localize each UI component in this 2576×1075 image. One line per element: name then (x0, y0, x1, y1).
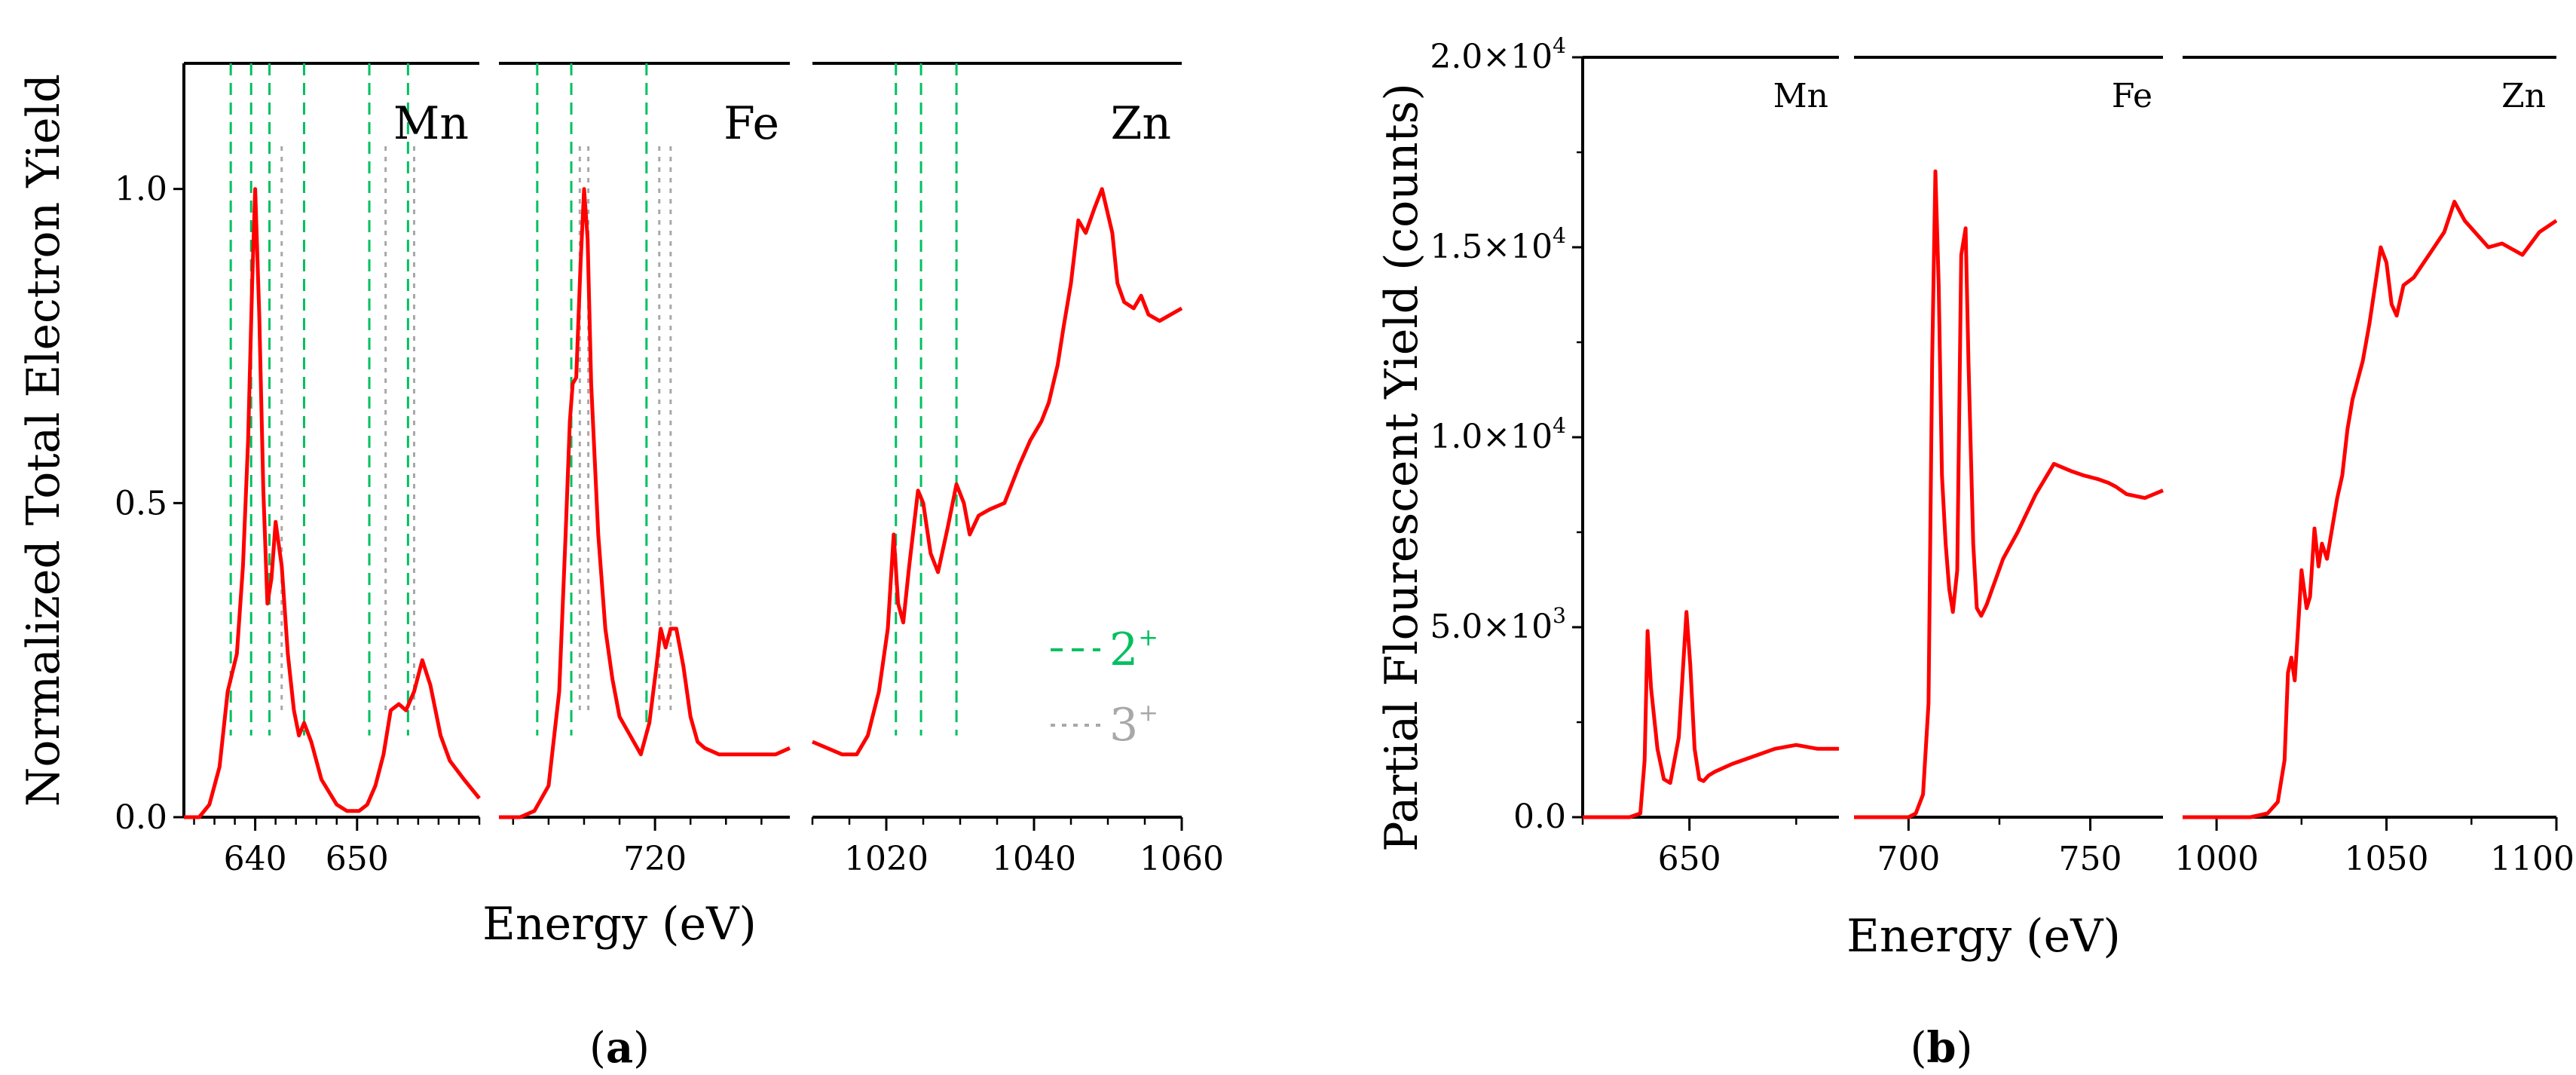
subplot-title: Fe (724, 97, 779, 150)
subplot-title: Zn (2501, 77, 2546, 115)
subplot-title: Mn (393, 97, 469, 150)
panel-a: 0.0 0.5 1.0 Normalized Total Electron Yield… (17, 62, 1224, 951)
series-line-zn (812, 187, 1183, 757)
y-tick-label: 1.0×104 (1430, 413, 1566, 456)
subplot-title: Fe (2112, 77, 2152, 115)
legend-sup: + (1138, 623, 1158, 651)
series-line-mn (1583, 610, 1839, 819)
y-tick-label: 0.0 (1513, 798, 1566, 836)
y-tick-label: 5.0×103 (1430, 603, 1566, 646)
y-tick-label: 0.0 (115, 798, 167, 837)
x-tick-label: 650 (326, 840, 389, 878)
y-tick-label: 2.0×104 (1430, 33, 1566, 76)
x-tick-label: 640 (224, 840, 287, 878)
x-tick-label: 1050 (2345, 840, 2429, 878)
x-axis-title: Energy (eV) (1846, 910, 2121, 963)
subplot-zn: 1000 1050 1100 Zn (2174, 56, 2574, 878)
subplot-mn: 640 650 Mn (184, 62, 481, 878)
legend-sup: + (1138, 698, 1158, 727)
subplot-zn: 1020 1040 1060 Zn (811, 62, 1224, 878)
y-axis-title: Partial Flourescent Yield (counts) (1375, 83, 1428, 852)
subplot-title: Mn (1773, 77, 1828, 115)
x-tick-label: 650 (1658, 840, 1721, 878)
subplot-fe: 700 750 Fe (1854, 56, 2164, 878)
legend: 2+ 3+ (1051, 623, 1158, 752)
y-tick-exponent: 3 (1553, 603, 1566, 628)
x-tick-label: 1100 (2490, 840, 2574, 878)
y-tick-label: 0.5 (115, 484, 167, 522)
x-tick-label: 1060 (1140, 840, 1224, 878)
panel-a-label: (a) (589, 1023, 650, 1073)
y-tick-exponent: 4 (1553, 413, 1566, 438)
x-tick-label: 750 (2059, 840, 2122, 878)
legend-label: 2+ (1109, 623, 1158, 676)
y-tick-exponent: 4 (1553, 223, 1566, 248)
y-tick-label: 1.5×104 (1430, 223, 1566, 266)
panel-b-label: (b) (1911, 1023, 1973, 1073)
legend-label: 3+ (1109, 698, 1158, 752)
y-tick-exponent: 4 (1553, 33, 1566, 58)
x-tick-label: 1040 (992, 840, 1076, 878)
subplot-fe: 720 Fe (499, 62, 791, 878)
x-tick-label: 1020 (844, 840, 929, 878)
y-axis-title: Normalized Total Electron Yield (17, 74, 70, 807)
x-axis-title: Energy (eV) (482, 898, 757, 951)
subplot-title: Zn (1111, 97, 1171, 150)
x-tick-label: 1000 (2174, 840, 2259, 878)
x-tick-label: 700 (1877, 840, 1940, 878)
series-line-fe (499, 187, 791, 819)
series-line-mn (184, 187, 481, 819)
x-tick-label: 720 (623, 840, 687, 878)
series-line-zn (2183, 200, 2558, 819)
series-line-fe (1854, 169, 2164, 819)
subplot-mn: 650 Mn (1581, 56, 1839, 878)
y-tick-label: 1.0 (115, 170, 167, 209)
